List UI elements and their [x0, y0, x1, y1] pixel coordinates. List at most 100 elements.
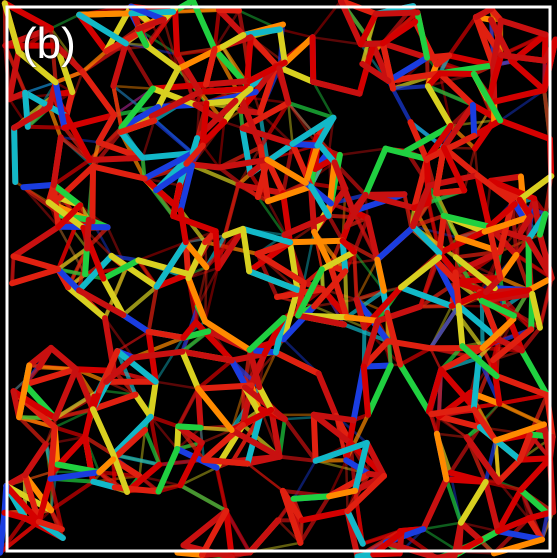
- bond-segment: [47, 424, 58, 482]
- bond-segment: [359, 60, 392, 84]
- bond-segment: [130, 348, 186, 361]
- bond-segment: [83, 434, 116, 457]
- bond-segment: [239, 125, 296, 147]
- bond-segment: [212, 8, 221, 52]
- bond-segment: [327, 459, 348, 498]
- bond-segment: [223, 507, 235, 558]
- frame-border: [5, 5, 552, 553]
- bond-segment: [398, 346, 433, 367]
- bond-segment: [35, 518, 65, 533]
- bond-segment: [436, 212, 447, 257]
- bond-segment: [424, 83, 454, 129]
- bond-segment: [463, 434, 502, 485]
- bond-segment: [114, 348, 159, 385]
- bond-segment: [360, 363, 371, 418]
- bond-segment: [216, 156, 271, 171]
- bond-segment: [203, 46, 218, 88]
- bond-segment: [174, 423, 182, 452]
- bond-segment: [433, 187, 468, 197]
- bond-segment: [128, 3, 167, 23]
- bond-segment: [365, 362, 394, 418]
- bond-segment: [76, 10, 135, 18]
- bond-segment: [287, 239, 301, 293]
- bond-segment: [138, 428, 147, 478]
- bond-segment: [177, 439, 205, 489]
- bond-segment: [228, 357, 247, 386]
- bond-segment: [222, 120, 244, 130]
- bond-segment: [370, 42, 392, 84]
- bond-segment: [479, 316, 517, 351]
- bond-segment: [290, 493, 333, 502]
- bond-segment: [272, 349, 322, 377]
- bond-segment: [120, 312, 152, 335]
- bond-segment: [199, 507, 230, 558]
- bond-segment: [198, 425, 234, 432]
- bond-segment: [490, 326, 535, 364]
- bond-segment: [436, 250, 459, 276]
- bond-segment: [121, 284, 159, 317]
- bond-segment: [277, 454, 318, 463]
- bond-segment: [339, 237, 358, 255]
- bond-segment: [108, 252, 160, 290]
- bond-segment: [374, 256, 388, 294]
- bond-segment: [6, 48, 22, 103]
- bond-segment: [239, 125, 254, 177]
- bond-segment: [51, 158, 92, 187]
- bond-segment: [11, 104, 53, 131]
- bond-segment: [497, 401, 546, 427]
- bond-segment: [178, 483, 229, 513]
- bond-segment: [264, 156, 309, 186]
- bond-segment: [493, 373, 550, 398]
- bond-segment: [174, 549, 205, 558]
- bond-segment: [481, 213, 534, 235]
- bond-segment: [373, 9, 421, 17]
- bond-segment: [456, 519, 464, 555]
- bond-segment: [424, 52, 453, 61]
- bond-segment: [485, 52, 505, 104]
- bond-segment: [353, 296, 368, 331]
- bond-segment: [436, 70, 476, 108]
- bond-segment: [338, 147, 387, 157]
- bond-segment: [318, 248, 358, 273]
- bond-segment: [428, 303, 461, 351]
- bond-segment: [228, 427, 283, 460]
- bond-segment: [212, 228, 221, 272]
- bond-segment: [86, 154, 146, 163]
- bond-segment: [203, 266, 220, 323]
- bond-segment: [182, 239, 210, 271]
- bond-segment: [36, 344, 54, 371]
- panel-label: (b): [22, 19, 76, 68]
- bond-segment: [90, 478, 118, 491]
- bond-segment: [189, 0, 218, 53]
- bond-segment: [428, 404, 477, 418]
- bond-segment: [452, 269, 462, 309]
- bond-segment: [203, 77, 253, 88]
- bond-segment: [310, 411, 319, 464]
- bond-segment: [469, 102, 478, 139]
- bond-segment: [471, 406, 499, 444]
- bond-segment: [414, 9, 431, 61]
- bond-segment: [65, 284, 108, 322]
- bond-segment: [149, 85, 199, 108]
- bond-segment: [280, 303, 318, 343]
- bond-segment: [45, 199, 87, 231]
- bond-segment: [495, 456, 524, 485]
- bond-segment: [287, 101, 294, 146]
- bond-segment: [486, 201, 518, 230]
- bond-segment: [355, 258, 379, 301]
- bond-segment: [240, 225, 253, 275]
- bond-segment: [110, 40, 129, 90]
- bond-segment: [472, 6, 495, 21]
- bond-segment: [495, 528, 546, 543]
- bond-segment: [76, 252, 115, 294]
- bond-segment: [10, 254, 16, 286]
- bond-segment: [180, 319, 199, 341]
- bond-segment: [25, 124, 67, 130]
- bond-segment: [447, 15, 478, 58]
- bond-segment: [490, 357, 503, 407]
- bond-segment: [112, 84, 155, 90]
- bond-segment: [135, 257, 192, 277]
- bond-segment: [61, 112, 118, 131]
- bond-segment: [398, 284, 455, 309]
- bond-segment: [175, 47, 217, 57]
